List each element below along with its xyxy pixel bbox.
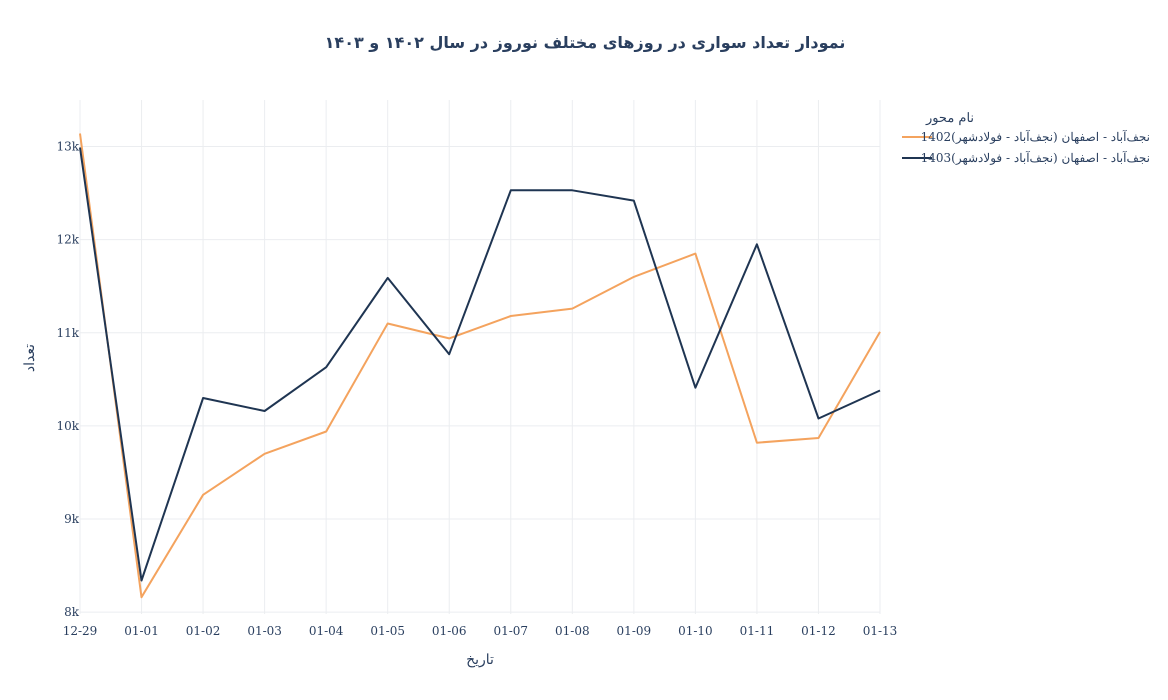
x-axis-title: تاریخ <box>466 652 494 668</box>
legend-label-1402: نجف‌آباد - اصفهان (نجف‌آباد - فولادشهر)1… <box>921 129 1150 144</box>
x-tick-label-01-13: 01-13 <box>863 624 898 638</box>
y-tick-label-13k: 13k <box>56 140 79 154</box>
x-tick-label-01-11: 01-11 <box>740 624 775 638</box>
x-tick-label-01-12: 01-12 <box>801 624 836 638</box>
legend-label-1403: نجف‌آباد - اصفهان (نجف‌آباد - فولادشهر)1… <box>921 150 1150 165</box>
legend: نام محور نجف‌آباد - اصفهان (نجف‌آباد - ف… <box>902 111 1150 165</box>
x-tick-label-01-07: 01-07 <box>493 624 528 638</box>
x-tick-labels: 12-29 01-01 01-02 01-03 01-04 01-05 01-06 01-07… <box>63 624 898 638</box>
x-tick-label-01-03: 01-03 <box>247 624 282 638</box>
grid-lines <box>79 100 881 614</box>
series-line-0 <box>79 133 881 599</box>
x-tick-label-01-10: 01-10 <box>678 624 713 638</box>
x-tick-label-01-09: 01-09 <box>617 624 652 638</box>
x-tick-label-01-05: 01-05 <box>370 624 405 638</box>
y-tick-label-8k: 8k <box>64 605 80 619</box>
legend-item-1403[interactable]: نجف‌آباد - اصفهان (نجف‌آباد - فولادشهر)1… <box>902 150 1150 165</box>
x-tick-label-01-08: 01-08 <box>555 624 590 638</box>
x-tick-label-01-06: 01-06 <box>432 624 467 638</box>
legend-item-1402[interactable]: نجف‌آباد - اصفهان (نجف‌آباد - فولادشهر)1… <box>902 129 1150 144</box>
series-line-1 <box>79 147 881 582</box>
x-tick-label-01-02: 01-02 <box>186 624 221 638</box>
y-tick-label-9k: 9k <box>64 512 80 526</box>
y-tick-label-10k: 10k <box>56 419 79 433</box>
y-tick-label-11k: 11k <box>56 326 79 340</box>
legend-title: نام محور <box>925 111 974 126</box>
y-tick-labels: 8k 9k 10k 11k 12k 13k <box>56 140 79 620</box>
y-axis-title: تعداد <box>22 344 38 372</box>
x-tick-label-01-01: 01-01 <box>124 624 159 638</box>
x-tick-label-01-04: 01-04 <box>309 624 344 638</box>
y-tick-label-12k: 12k <box>56 233 79 247</box>
series-lines <box>79 133 881 599</box>
chart-title: نمودار تعداد سواری در روزهای مختلف نوروز… <box>325 33 846 52</box>
x-tick-label-12-29: 12-29 <box>63 624 98 638</box>
